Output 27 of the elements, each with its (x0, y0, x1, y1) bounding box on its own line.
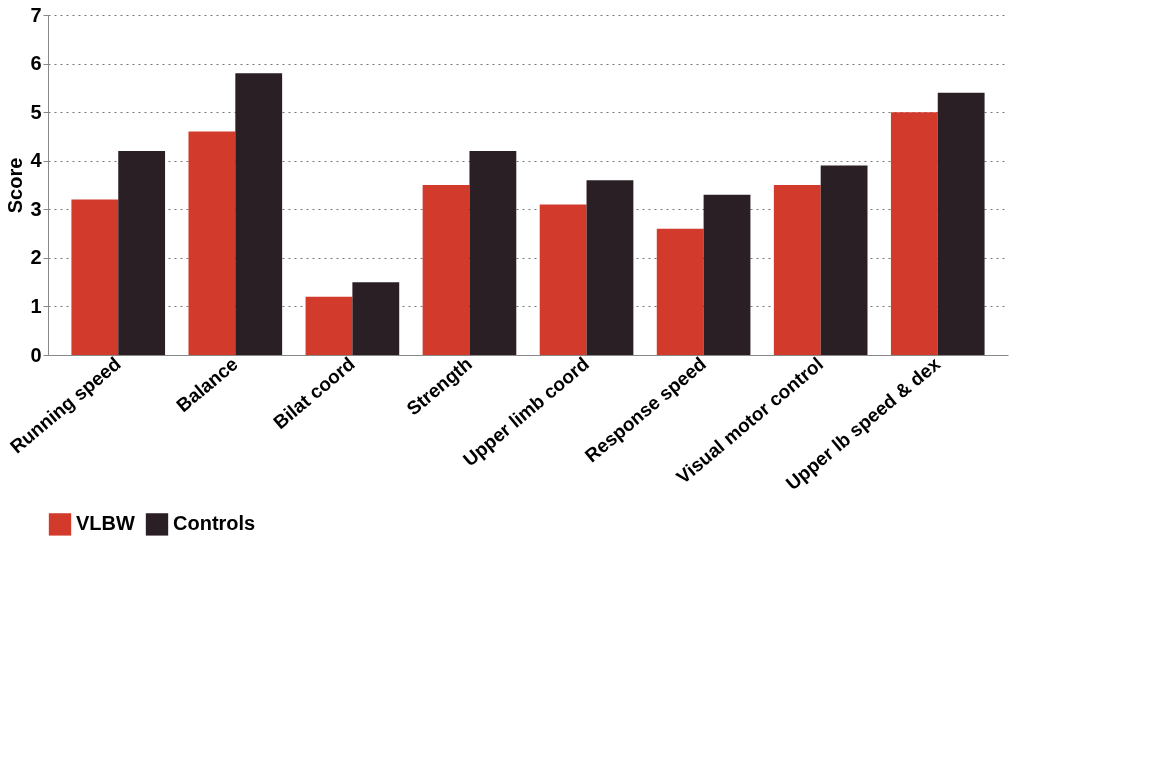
bar (305, 296, 353, 355)
legend-label: VLBW (76, 512, 135, 535)
bar (539, 204, 587, 355)
legend-label: Controls (173, 512, 256, 535)
bar (71, 199, 119, 355)
bar (586, 180, 634, 355)
bar (469, 151, 517, 355)
bar (820, 165, 868, 355)
bar (422, 185, 470, 355)
y-tick-label: 4 (30, 149, 43, 172)
y-tick-label: 6 (30, 52, 42, 75)
y-tick-label: 3 (30, 197, 42, 220)
y-tick-label: 7 (30, 3, 42, 26)
bar (890, 112, 938, 355)
y-tick-label: 1 (30, 294, 42, 317)
bar (937, 92, 985, 355)
bar (656, 228, 704, 355)
bar (235, 73, 283, 355)
y-axis-title: Score (4, 157, 27, 214)
bar (352, 282, 400, 355)
y-tick-label: 0 (30, 343, 42, 366)
bar (118, 151, 166, 355)
y-tick-label: 5 (30, 100, 42, 123)
y-tick-label: 2 (30, 246, 42, 269)
bar (188, 131, 236, 355)
bar (703, 194, 751, 355)
bar (773, 185, 821, 355)
